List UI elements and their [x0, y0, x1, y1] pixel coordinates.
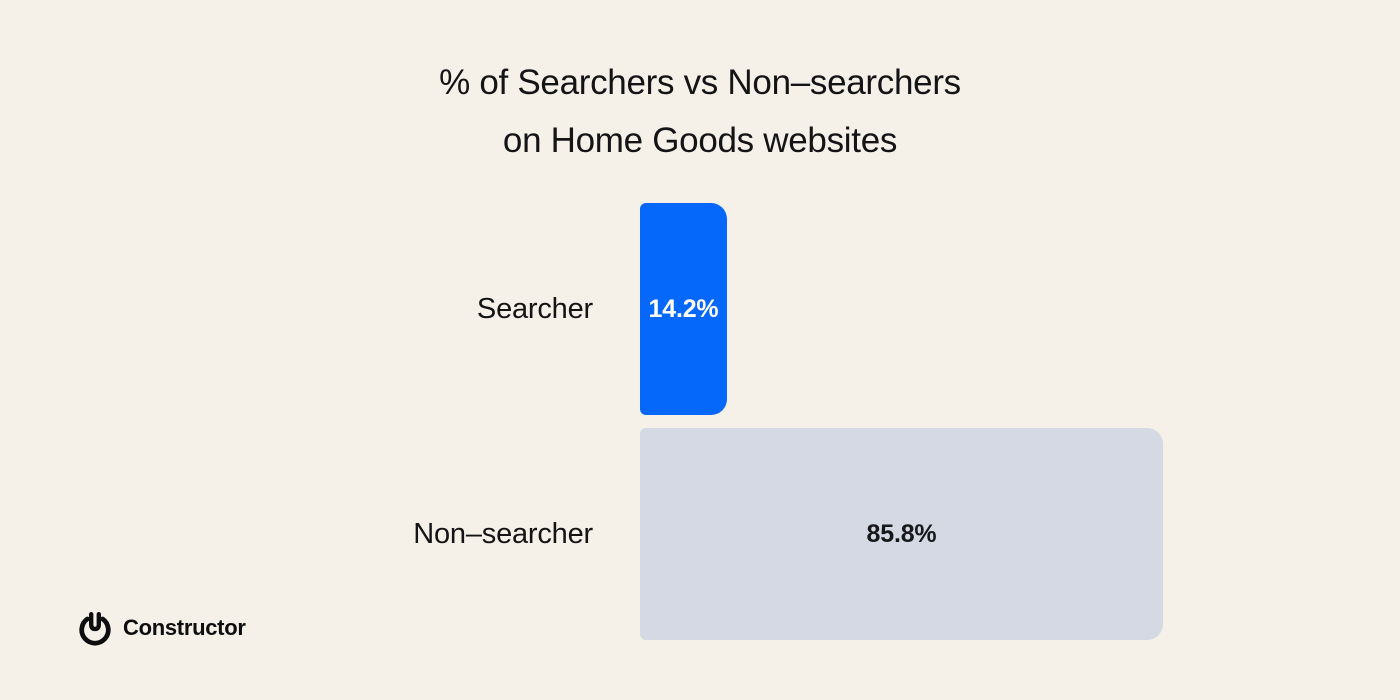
category-label-non-searcher: Non–searcher	[413, 517, 593, 550]
chart-title: % of Searchers vs Non–searchers on Home …	[0, 54, 1400, 170]
brand-logo-text: Constructor	[123, 615, 246, 640]
chart-title-line-2: on Home Goods websites	[502, 121, 898, 160]
chart-title-line-1: % of Searchers vs Non–searchers	[439, 63, 961, 102]
category-label-searcher: Searcher	[476, 292, 593, 325]
bar-value-non-searcher: 85.8%	[866, 519, 937, 548]
bar-searcher: 14.2%	[640, 203, 727, 415]
brand-logo: Constructor	[76, 608, 246, 648]
bar-value-searcher: 14.2%	[648, 294, 719, 323]
constructor-power-wrench-icon	[79, 612, 111, 646]
bar-non-searcher: 85.8%	[640, 428, 1163, 640]
